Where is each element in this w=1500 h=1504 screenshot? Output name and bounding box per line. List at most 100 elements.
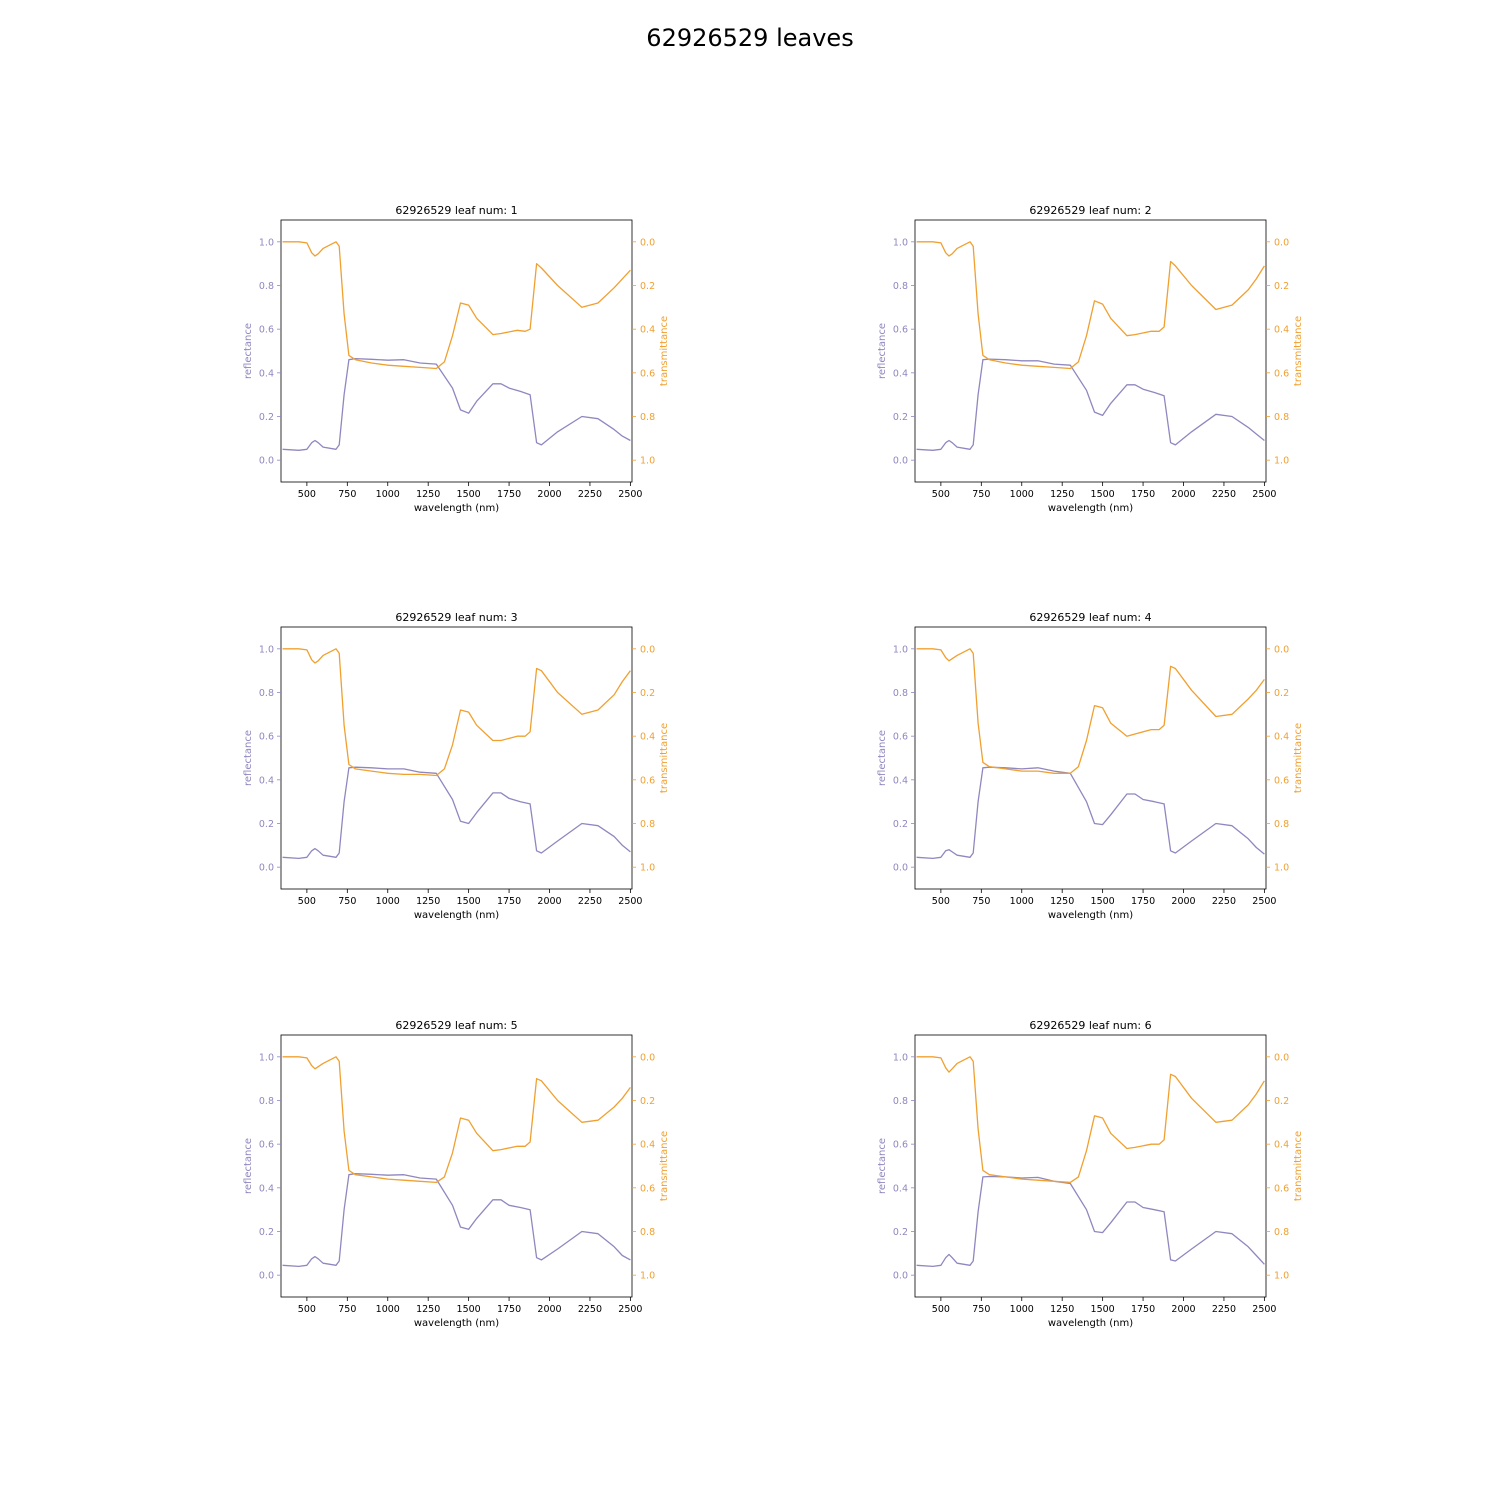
y-tick-label-right: 0.4 xyxy=(1274,732,1289,743)
x-tick-label: 1500 xyxy=(457,1304,481,1315)
y-tick-label-right: 0.2 xyxy=(1274,1096,1289,1107)
x-tick-label: 750 xyxy=(972,896,990,907)
x-tick-label: 1500 xyxy=(457,896,481,907)
y-tick-label-right: 0.8 xyxy=(1274,412,1289,423)
x-tick-label: 2250 xyxy=(578,1304,602,1315)
x-tick-label: 2000 xyxy=(537,896,561,907)
x-tick-label: 2000 xyxy=(537,489,561,500)
x-tick-label: 500 xyxy=(932,1304,950,1315)
subplot-title: 62926529 leaf num: 4 xyxy=(1029,611,1151,624)
x-tick-label: 1250 xyxy=(416,1304,440,1315)
y-tick-label-left: 0.0 xyxy=(259,863,274,874)
y-tick-label-left: 0.8 xyxy=(893,1096,908,1107)
x-axis-label: wavelength (nm) xyxy=(1048,910,1133,921)
y-tick-label-right: 0.0 xyxy=(640,644,655,655)
y-tick-label-left: 0.2 xyxy=(259,1227,274,1238)
subplot-5: 62926529 leaf num: 5 500 750 1000 1250 1500 17… xyxy=(243,1019,670,1329)
transmittance-line xyxy=(916,241,1265,370)
x-tick-label: 1000 xyxy=(1010,1304,1034,1315)
x-tick-label: 2000 xyxy=(537,1304,561,1315)
x-tick-label: 2500 xyxy=(618,896,642,907)
y-tick-label-left: 0.6 xyxy=(893,325,908,336)
x-tick-label: 1750 xyxy=(497,896,521,907)
y-tick-label-left: 0.4 xyxy=(259,368,274,379)
x-tick-label: 1000 xyxy=(376,896,400,907)
axes-frame xyxy=(280,626,633,890)
axes-frame xyxy=(280,1034,633,1298)
y-tick-label-left: 0.0 xyxy=(259,456,274,467)
reflectance-line xyxy=(282,1172,631,1268)
x-tick-label: 1000 xyxy=(1010,489,1034,500)
y-axis-label-left: reflectance xyxy=(877,1138,888,1194)
y-axis-label-right: transmittance xyxy=(1293,723,1304,793)
y-tick-label-right: 0.2 xyxy=(1274,281,1289,292)
y-axis-label-right: transmittance xyxy=(659,723,670,793)
x-tick-label: 750 xyxy=(338,489,356,500)
y-tick-label-left: 1.0 xyxy=(259,237,274,248)
y-tick-label-right: 1.0 xyxy=(640,863,655,874)
y-tick-label-left: 0.2 xyxy=(259,819,274,830)
y-tick-label-left: 0.0 xyxy=(893,456,908,467)
subplot-title: 62926529 leaf num: 6 xyxy=(1029,1019,1151,1032)
y-tick-label-left: 0.0 xyxy=(893,863,908,874)
subplot-2: 62926529 leaf num: 2 500 750 1000 1250 1500 17… xyxy=(877,204,1304,514)
x-tick-label: 2250 xyxy=(578,489,602,500)
transmittance-line xyxy=(282,1056,631,1184)
transmittance-line xyxy=(916,1056,1265,1184)
x-tick-label: 1250 xyxy=(1050,896,1074,907)
x-tick-label: 1750 xyxy=(1131,489,1155,500)
y-tick-label-left: 0.4 xyxy=(259,775,274,786)
transmittance-line xyxy=(282,648,631,777)
y-tick-label-left: 0.2 xyxy=(893,819,908,830)
y-tick-label-left: 0.2 xyxy=(893,412,908,423)
x-tick-label: 750 xyxy=(338,1304,356,1315)
y-tick-label-left: 0.0 xyxy=(259,1271,274,1282)
x-tick-label: 1250 xyxy=(1050,489,1074,500)
x-tick-label: 500 xyxy=(298,489,316,500)
axes-frame xyxy=(914,1034,1267,1298)
x-tick-label: 2500 xyxy=(1252,1304,1276,1315)
y-tick-label-left: 0.2 xyxy=(893,1227,908,1238)
reflectance-line xyxy=(916,766,1265,860)
x-tick-label: 2500 xyxy=(618,489,642,500)
y-tick-label-left: 0.8 xyxy=(259,688,274,699)
y-axis-label-left: reflectance xyxy=(877,730,888,786)
y-tick-label-left: 0.4 xyxy=(893,1183,908,1194)
y-tick-label-right: 0.4 xyxy=(1274,1140,1289,1151)
y-tick-label-left: 1.0 xyxy=(893,1052,908,1063)
y-tick-label-right: 0.0 xyxy=(1274,1052,1289,1063)
y-tick-label-right: 0.6 xyxy=(640,368,655,379)
y-axis-label-left: reflectance xyxy=(243,730,254,786)
y-tick-label-right: 1.0 xyxy=(640,1271,655,1282)
x-axis-label: wavelength (nm) xyxy=(1048,503,1133,514)
x-tick-label: 1250 xyxy=(416,489,440,500)
axes-frame xyxy=(914,219,1267,483)
y-tick-label-right: 0.6 xyxy=(640,775,655,786)
subplot-title: 62926529 leaf num: 1 xyxy=(395,204,517,217)
reflectance-line xyxy=(916,1175,1265,1268)
x-tick-label: 1750 xyxy=(497,1304,521,1315)
y-tick-label-left: 0.4 xyxy=(893,368,908,379)
y-axis-label-right: transmittance xyxy=(659,316,670,386)
x-tick-label: 1250 xyxy=(416,896,440,907)
y-tick-label-left: 0.6 xyxy=(259,732,274,743)
transmittance-line xyxy=(916,648,1265,774)
y-tick-label-right: 1.0 xyxy=(1274,1271,1289,1282)
y-tick-label-left: 0.2 xyxy=(259,412,274,423)
y-tick-label-left: 0.6 xyxy=(259,1140,274,1151)
axes-frame xyxy=(280,219,633,483)
y-tick-label-right: 0.0 xyxy=(1274,644,1289,655)
x-tick-label: 750 xyxy=(972,1304,990,1315)
x-tick-label: 500 xyxy=(932,489,950,500)
y-tick-label-left: 0.4 xyxy=(893,775,908,786)
x-tick-label: 1750 xyxy=(1131,896,1155,907)
y-axis-label-left: reflectance xyxy=(877,323,888,379)
x-tick-label: 1500 xyxy=(1091,1304,1115,1315)
x-axis-label: wavelength (nm) xyxy=(414,910,499,921)
x-tick-label: 1500 xyxy=(457,489,481,500)
x-tick-label: 1750 xyxy=(1131,1304,1155,1315)
x-tick-label: 1000 xyxy=(1010,896,1034,907)
y-tick-label-right: 0.8 xyxy=(640,1227,655,1238)
y-tick-label-right: 0.4 xyxy=(640,1140,655,1151)
